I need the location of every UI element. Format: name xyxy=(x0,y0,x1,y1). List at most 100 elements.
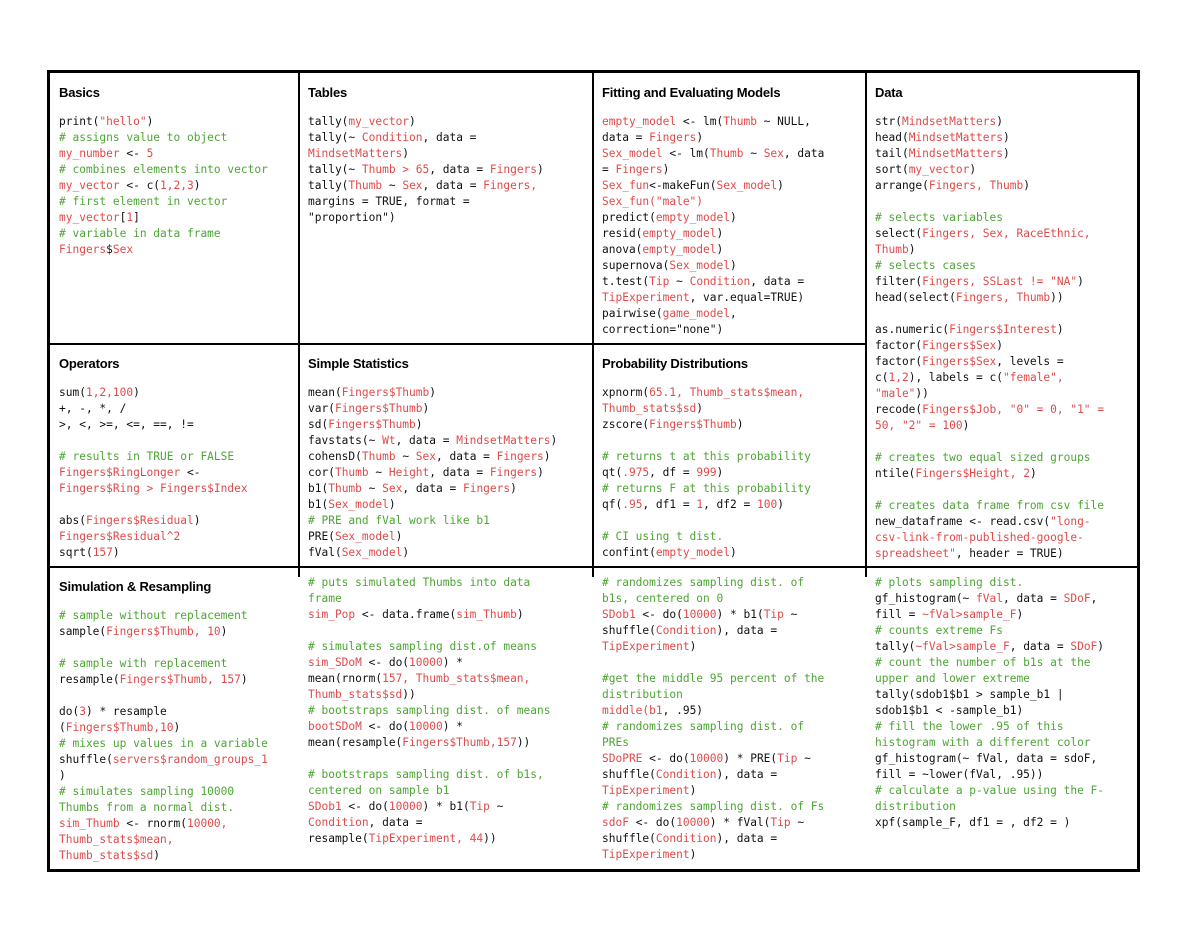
code-block: str(MindsetMatters) head(MindsetMatters) t… xyxy=(875,114,1132,562)
code-text: ) xyxy=(193,179,201,192)
code-text: , data = xyxy=(750,275,805,288)
code-text: , var.equal=TRUE) xyxy=(689,291,805,304)
code-line: head(select(Fingers, Thumb)) xyxy=(875,290,1132,306)
code-text: ) xyxy=(716,466,724,479)
code-text: ) * fVal( xyxy=(709,816,771,829)
code-identifier: Sex xyxy=(415,450,437,463)
code-line: as.numeric(Fingers$Interest) xyxy=(875,322,1132,338)
code-text: cor( xyxy=(308,466,335,479)
code-line: SDoPRE <- do(10000) * PRE(Tip ~ xyxy=(602,751,858,767)
code-line: sim_Thumb <- rnorm(10000, xyxy=(59,816,291,832)
code-line: # variable in data frame xyxy=(59,226,291,242)
code-line: fill = ~fVal>sample_F) xyxy=(875,607,1132,623)
code-line: # CI using t dist. xyxy=(602,529,858,545)
code-text: ) xyxy=(729,211,737,224)
code-identifier: Thumb xyxy=(348,179,383,192)
code-line: csv-link-from-published-google- xyxy=(875,530,1132,546)
code-text: sum( xyxy=(59,386,86,399)
code-identifier: Condition xyxy=(689,275,751,288)
code-text: , data = xyxy=(395,434,457,447)
code-line: # randomizes sampling dist. of xyxy=(602,575,858,591)
code-text: mean(rnorm( xyxy=(308,672,383,685)
code-comment: #get the middle 95 percent of the xyxy=(602,672,825,685)
code-text: c( xyxy=(875,371,889,384)
code-identifier: Fingers$Thumb,10 xyxy=(65,721,174,734)
code-line: resid(empty_model) xyxy=(602,226,858,242)
code-identifier: Thumb > 65 xyxy=(361,163,430,176)
code-line: empty_model <- lm(Thumb ~ NULL, xyxy=(602,114,858,130)
code-text: ) xyxy=(716,227,724,240)
code-identifier: Fingers$Sex xyxy=(922,355,997,368)
code-line: shuffle(servers$random_groups_1 xyxy=(59,752,291,768)
code-text: ) xyxy=(510,482,517,495)
code-line xyxy=(602,433,858,449)
code-identifier: servers$random_groups_1 xyxy=(112,753,268,766)
code-comment: # puts simulated Thumbs into data xyxy=(308,576,531,589)
code-text: , levels = xyxy=(996,355,1064,368)
code-text: sqrt( xyxy=(59,546,93,559)
code-identifier: 10000 xyxy=(409,720,443,733)
code-comment: # sample without replacement xyxy=(59,609,248,622)
code-line: spreadsheet", header = TRUE) xyxy=(875,546,1132,562)
code-line: # randomizes sampling dist. of Fs xyxy=(602,799,858,815)
code-line: # fill the lower .95 of this xyxy=(875,719,1132,735)
divider xyxy=(865,73,867,567)
code-line: MindsetMatters) xyxy=(308,146,585,162)
code-comment: # creates two equal sized groups xyxy=(875,451,1091,464)
code-text: ) xyxy=(962,419,970,432)
code-text: margins = TRUE, format = xyxy=(308,195,470,208)
code-identifier: .975 xyxy=(622,466,650,479)
code-text: ( xyxy=(59,721,66,734)
code-identifier: Fingers, xyxy=(483,179,538,192)
code-text: >, <, >=, <=, ==, != xyxy=(59,418,194,431)
code-identifier: 1,2 xyxy=(888,371,909,384)
code-text: <- do( xyxy=(635,608,683,621)
code-line: do(3) * resample xyxy=(59,704,291,720)
code-text: resample( xyxy=(308,832,369,845)
divider xyxy=(50,343,867,345)
code-block: # plots sampling dist. gf_histogram(~ fVa… xyxy=(875,575,1132,831)
code-text: select( xyxy=(875,227,923,240)
code-identifier: Sex xyxy=(112,243,134,256)
code-line: str(MindsetMatters) xyxy=(875,114,1132,130)
code-text: ) * b1( xyxy=(716,608,764,621)
code-line: qt(.975, df = 999) xyxy=(602,465,858,481)
code-text: ~ xyxy=(783,608,798,621)
section-basics: Basics print("hello") # assigns value to … xyxy=(50,73,299,343)
code-line: # count the number of b1s at the xyxy=(875,655,1132,671)
code-text: ) xyxy=(689,640,697,653)
code-text: mean(resample( xyxy=(308,736,403,749)
code-line: # results in TRUE or FALSE xyxy=(59,449,291,465)
code-text: correction="none") xyxy=(602,323,724,336)
code-identifier: 1 xyxy=(696,498,704,511)
code-line: sd(Fingers$Thumb) xyxy=(308,417,585,433)
code-text: ) xyxy=(1056,323,1064,336)
code-block: # sample without replacement sample(Finge… xyxy=(59,608,291,864)
code-text: head( xyxy=(875,131,909,144)
code-identifier: Fingers, Sex, RaceEthnic, xyxy=(922,227,1091,240)
code-line: bootSDoM <- do(10000) * xyxy=(308,719,585,735)
code-line: Fingers$Sex xyxy=(59,242,291,258)
code-identifier: empty_model xyxy=(655,211,730,224)
code-line: # puts simulated Thumbs into data xyxy=(308,575,585,591)
code-line: +, -, *, / xyxy=(59,401,291,417)
code-line: Thumb_stats$sd)) xyxy=(308,687,585,703)
code-identifier: Fingers$Job, "0" = 0, "1" = xyxy=(922,403,1105,416)
code-identifier: Tip xyxy=(469,800,490,813)
code-identifier: Fingers xyxy=(649,131,697,144)
code-line: # selects variables xyxy=(875,210,1132,226)
code-text: qf( xyxy=(602,498,623,511)
code-identifier: "female", xyxy=(1003,371,1064,384)
divider xyxy=(592,567,594,577)
section-fitting-models: Fitting and Evaluating Models empty_mode… xyxy=(593,73,866,343)
code-text: ~ xyxy=(361,482,383,495)
code-line xyxy=(602,655,858,671)
code-text: as.numeric( xyxy=(875,323,950,336)
code-text: cohensD( xyxy=(308,450,362,463)
code-text: , df2 = xyxy=(703,498,757,511)
code-text: , data = xyxy=(429,466,490,479)
code-text: factor( xyxy=(875,339,923,352)
code-text: ) xyxy=(729,546,737,559)
code-comment: # first element in vector xyxy=(59,195,228,208)
code-identifier: 157 xyxy=(92,546,113,559)
